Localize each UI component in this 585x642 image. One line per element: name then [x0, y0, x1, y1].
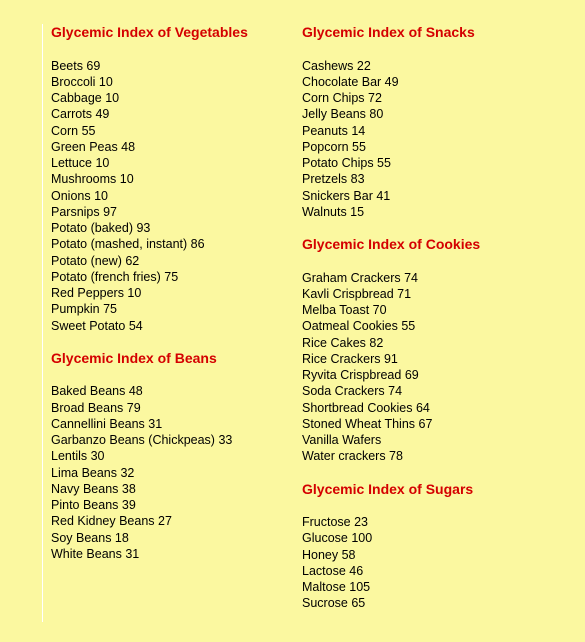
section-heading-cookies: Glycemic Index of Cookies	[302, 236, 562, 254]
list-item: Sucrose 65	[302, 595, 562, 611]
list-item: Rice Cakes 82	[302, 335, 562, 351]
list-item: Walnuts 15	[302, 204, 562, 220]
list-item: Peanuts 14	[302, 123, 562, 139]
list-item: Honey 58	[302, 547, 562, 563]
right-column: Glycemic Index of Snacks Cashews 22 Choc…	[302, 24, 562, 622]
section-heading-snacks: Glycemic Index of Snacks	[302, 24, 562, 42]
page: Glycemic Index of Vegetables Beets 69 Br…	[0, 0, 585, 642]
list-item: Onions 10	[51, 188, 292, 204]
list-item: Lactose 46	[302, 563, 562, 579]
section-heading-sugars: Glycemic Index of Sugars	[302, 481, 562, 499]
list-item: Snickers Bar 41	[302, 188, 562, 204]
list-item: Broad Beans 79	[51, 400, 292, 416]
list-item: Fructose 23	[302, 514, 562, 530]
list-item: Navy Beans 38	[51, 481, 292, 497]
list-item: Kavli Crispbread 71	[302, 286, 562, 302]
list-item: Cannellini Beans 31	[51, 416, 292, 432]
list-item: Cashews 22	[302, 58, 562, 74]
list-item: Potato (new) 62	[51, 253, 292, 269]
list-item: Maltose 105	[302, 579, 562, 595]
list-item: Mushrooms 10	[51, 171, 292, 187]
list-item: Potato Chips 55	[302, 155, 562, 171]
list-item: Pumpkin 75	[51, 301, 292, 317]
list-item: Lentils 30	[51, 448, 292, 464]
item-list-vegetables: Beets 69 Broccoli 10 Cabbage 10 Carrots …	[51, 58, 292, 334]
list-item: Lima Beans 32	[51, 465, 292, 481]
list-item: Potato (mashed, instant) 86	[51, 236, 292, 252]
list-item: Red Kidney Beans 27	[51, 513, 292, 529]
list-item: Ryvita Crispbread 69	[302, 367, 562, 383]
list-item: Rice Crackers 91	[302, 351, 562, 367]
list-item: Carrots 49	[51, 106, 292, 122]
section-heading-vegetables: Glycemic Index of Vegetables	[51, 24, 292, 42]
section-heading-beans: Glycemic Index of Beans	[51, 350, 292, 368]
list-item: White Beans 31	[51, 546, 292, 562]
list-item: Corn 55	[51, 123, 292, 139]
list-item: Sweet Potato 54	[51, 318, 292, 334]
left-column: Glycemic Index of Vegetables Beets 69 Br…	[42, 24, 292, 622]
list-item: Broccoli 10	[51, 74, 292, 90]
list-item: Baked Beans 48	[51, 383, 292, 399]
item-list-cookies: Graham Crackers 74 Kavli Crispbread 71 M…	[302, 270, 562, 465]
list-item: Graham Crackers 74	[302, 270, 562, 286]
list-item: Melba Toast 70	[302, 302, 562, 318]
list-item: Water crackers 78	[302, 448, 562, 464]
list-item: Corn Chips 72	[302, 90, 562, 106]
list-item: Pinto Beans 39	[51, 497, 292, 513]
list-item: Stoned Wheat Thins 67	[302, 416, 562, 432]
list-item: Soy Beans 18	[51, 530, 292, 546]
list-item: Green Peas 48	[51, 139, 292, 155]
item-list-sugars: Fructose 23 Glucose 100 Honey 58 Lactose…	[302, 514, 562, 612]
item-list-snacks: Cashews 22 Chocolate Bar 49 Corn Chips 7…	[302, 58, 562, 221]
list-item: Jelly Beans 80	[302, 106, 562, 122]
list-item: Cabbage 10	[51, 90, 292, 106]
list-item: Pretzels 83	[302, 171, 562, 187]
list-item: Potato (french fries) 75	[51, 269, 292, 285]
list-item: Garbanzo Beans (Chickpeas) 33	[51, 432, 292, 448]
list-item: Potato (baked) 93	[51, 220, 292, 236]
list-item: Red Peppers 10	[51, 285, 292, 301]
list-item: Beets 69	[51, 58, 292, 74]
item-list-beans: Baked Beans 48 Broad Beans 79 Cannellini…	[51, 383, 292, 562]
list-item: Oatmeal Cookies 55	[302, 318, 562, 334]
list-item: Soda Crackers 74	[302, 383, 562, 399]
list-item: Vanilla Wafers	[302, 432, 562, 448]
list-item: Chocolate Bar 49	[302, 74, 562, 90]
list-item: Shortbread Cookies 64	[302, 400, 562, 416]
list-item: Lettuce 10	[51, 155, 292, 171]
list-item: Glucose 100	[302, 530, 562, 546]
list-item: Popcorn 55	[302, 139, 562, 155]
list-item: Parsnips 97	[51, 204, 292, 220]
